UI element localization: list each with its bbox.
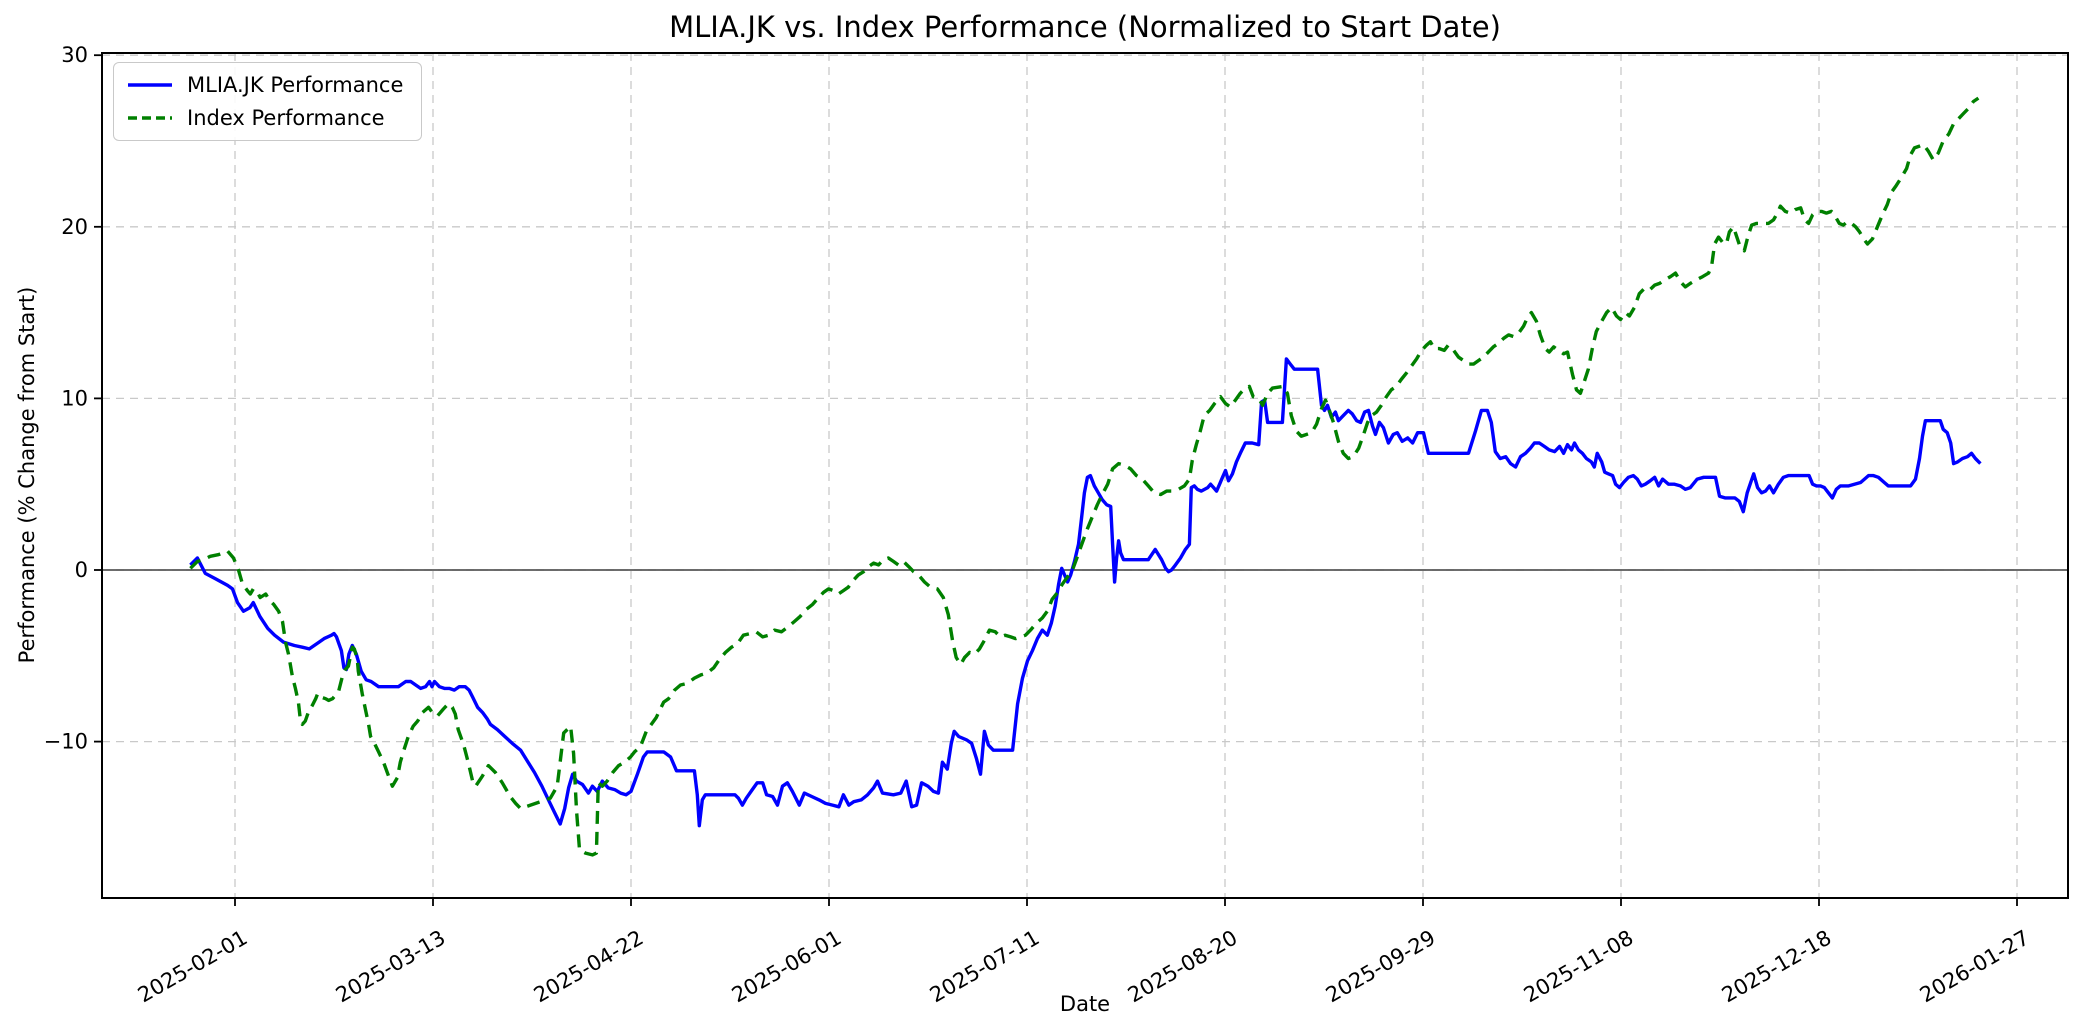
x-tick-label: 2025-11-08 [1520, 926, 1638, 1008]
legend-label-mlia: MLIA.JK Performance [187, 73, 404, 97]
legend: MLIA.JK Performance Index Performance [113, 62, 423, 141]
x-tick-label: 2025-08-20 [1124, 926, 1242, 1008]
x-tick-label: 2025-03-13 [332, 926, 450, 1008]
x-tick-label: 2025-09-29 [1322, 926, 1440, 1008]
y-tick-label: 10 [61, 386, 88, 410]
legend-item-mlia: MLIA.JK Performance [126, 73, 403, 97]
x-tick-label: 2025-02-01 [134, 926, 252, 1008]
chart-title: MLIA.JK vs. Index Performance (Normalize… [669, 10, 1501, 44]
legend-swatch-dashed-line-icon [128, 116, 172, 120]
x-tick-label: 2025-07-11 [926, 926, 1044, 1008]
y-tick-label: −10 [44, 730, 88, 754]
legend-label-index: Index Performance [187, 106, 385, 130]
y-axis-label: Performance (% Change from Start) [15, 286, 39, 664]
x-axis-label: Date [1059, 992, 1111, 1016]
series-line-mlia [189, 357, 1982, 828]
x-tick-label: 2025-12-18 [1718, 926, 1836, 1008]
x-tick-label: 2025-06-01 [728, 926, 846, 1008]
legend-swatch-solid-line-icon [128, 83, 172, 87]
x-tick-label: 2026-01-27 [1916, 926, 2034, 1008]
y-tick-label: 30 [61, 43, 88, 67]
x-tick-label: 2025-04-22 [530, 926, 648, 1008]
legend-item-index: Index Performance [126, 106, 403, 130]
axes-box [101, 52, 2069, 899]
series-line-index [189, 96, 1980, 857]
y-tick-label: 20 [61, 215, 88, 239]
y-tick-label: 0 [75, 558, 88, 582]
